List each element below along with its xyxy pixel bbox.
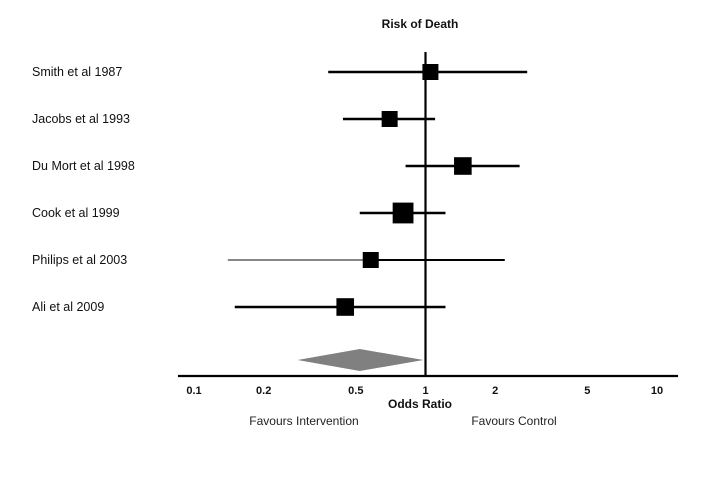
study-label: Ali et al 2009 — [32, 300, 104, 314]
x-tick-label: 10 — [651, 385, 663, 397]
study-point-estimate — [362, 252, 379, 268]
chart-title: Risk of Death — [382, 17, 459, 31]
study-point-estimate — [392, 202, 414, 224]
favours-control-label: Favours Control — [471, 414, 556, 428]
study-label: Du Mort et al 1998 — [32, 159, 135, 173]
study-point-estimate — [454, 157, 472, 175]
x-tick-label: 0.5 — [348, 385, 363, 397]
pooled-layer — [297, 349, 424, 371]
favours-intervention-label: Favours Intervention — [249, 414, 358, 428]
pooled-estimate-diamond — [297, 349, 424, 371]
x-tick-label: 0.2 — [256, 385, 271, 397]
study-label: Smith et al 1987 — [32, 65, 122, 79]
study-point-estimate — [381, 111, 398, 127]
x-tick-label: 0.1 — [186, 385, 201, 397]
study-point-estimate — [336, 298, 355, 316]
study-label: Philips et al 2003 — [32, 253, 127, 267]
studies-layer: Smith et al 1987 Jacobs et al 1993 Du Mort… — [32, 64, 528, 316]
x-axis-ticks: 0.1 0.2 0.5 1 2 5 10 — [186, 385, 663, 397]
x-tick-label: 5 — [584, 385, 590, 397]
study-label: Jacobs et al 1993 — [32, 112, 130, 126]
x-tick-label: 2 — [492, 385, 498, 397]
x-axis-label: Odds Ratio — [388, 397, 452, 411]
x-tick-label: 1 — [422, 385, 428, 397]
study-label: Cook et al 1999 — [32, 206, 120, 220]
